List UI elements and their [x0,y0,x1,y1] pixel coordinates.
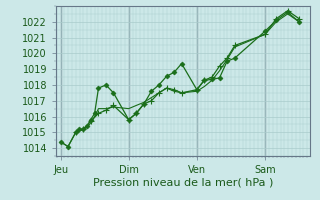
X-axis label: Pression niveau de la mer( hPa ): Pression niveau de la mer( hPa ) [93,178,273,188]
